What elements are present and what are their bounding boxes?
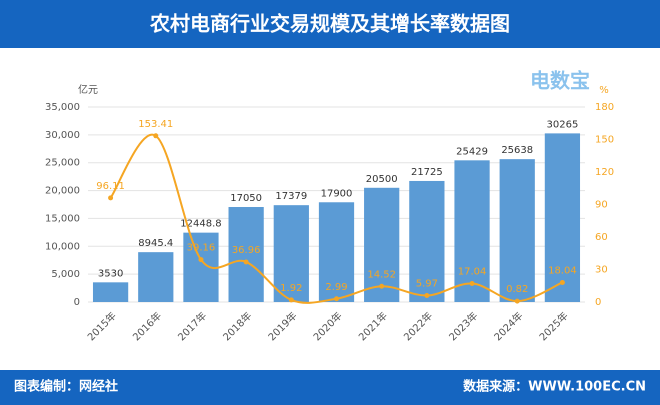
x-tick-label: 2025年 (536, 309, 570, 343)
x-tick-label: 2018年 (220, 309, 254, 343)
y2-unit: % (599, 85, 609, 96)
y2-tick-label: 120 (595, 167, 614, 178)
bar (409, 180, 445, 302)
line-point (153, 133, 159, 139)
x-tick-label: 2022年 (401, 309, 435, 343)
y-tick-label: 20,000 (45, 186, 80, 197)
bar-value-label: 3530 (98, 268, 123, 279)
watermark: 电数宝 (530, 69, 590, 93)
line-point (334, 296, 339, 302)
x-tick-label: 2015年 (85, 309, 119, 343)
bar (454, 160, 490, 302)
x-tick-label: 2024年 (491, 309, 525, 343)
bar (228, 207, 264, 302)
bar-value-label: 25429 (456, 146, 488, 157)
line-point (198, 257, 204, 263)
x-tick-label: 2023年 (446, 309, 480, 343)
bar-value-label: 21725 (411, 167, 443, 178)
y2-tick-label: 180 (595, 102, 614, 113)
line-value-label: 14.52 (367, 269, 396, 280)
line-value-label: 36.96 (232, 245, 261, 256)
line-point (559, 279, 565, 285)
line-value-label: 17.04 (458, 267, 487, 278)
line-point (424, 293, 430, 299)
line-point (379, 283, 385, 289)
x-tick-label: 2020年 (310, 309, 344, 343)
bar-value-label: 17379 (275, 191, 307, 202)
bar (544, 133, 581, 302)
footer-right: 数据来源：WWW.100EC.CN (463, 379, 646, 395)
bar-value-label: 25638 (501, 145, 533, 156)
line-point (469, 281, 475, 287)
y-tick-label: 10,000 (45, 241, 80, 252)
bar (364, 187, 400, 302)
y2-tick-label: 0 (595, 297, 601, 308)
y-tick-label: 0 (74, 297, 80, 308)
y-unit: 亿元 (78, 83, 98, 96)
line-value-label: 18.04 (548, 265, 577, 276)
line-value-label: 5.97 (416, 279, 438, 290)
footer-band (0, 370, 660, 405)
footer-left: 图表编制：网经社 (14, 379, 118, 395)
y2-tick-label: 60 (595, 232, 608, 243)
line-value-label: 1.92 (280, 283, 302, 294)
y-tick-label: 5,000 (51, 269, 80, 280)
bar (499, 159, 535, 302)
header-band (0, 0, 660, 48)
bar-value-label: 30265 (547, 119, 579, 130)
y-tick-label: 15,000 (45, 213, 80, 224)
x-tick-label: 2019年 (265, 309, 299, 343)
bar-value-label: 8945.4 (138, 238, 173, 249)
bar-value-label: 17050 (230, 193, 262, 204)
line-value-label: 0.82 (506, 284, 528, 295)
y-tick-label: 35,000 (45, 102, 80, 113)
line-value-label: 153.41 (138, 119, 173, 130)
chart-title: 农村电商行业交易规模及其增长率数据图 (149, 12, 510, 36)
bar (273, 205, 309, 302)
bar (318, 202, 355, 302)
x-tick-label: 2017年 (175, 309, 209, 343)
line-value-label: 96.11 (96, 181, 125, 192)
growth-line (109, 133, 563, 304)
bar-value-label: 20500 (366, 174, 398, 185)
bar-value-label: 17900 (321, 188, 353, 199)
line-point (514, 298, 520, 304)
x-tick-label: 2016年 (130, 309, 164, 343)
y2-tick-label: 150 (595, 135, 614, 146)
bar-value-label: 12448.8 (180, 219, 221, 230)
line-point (288, 297, 294, 303)
line-point (108, 195, 114, 201)
y2-tick-label: 30 (595, 265, 608, 276)
line-value-label: 39.16 (187, 243, 216, 254)
x-tick-label: 2021年 (356, 309, 390, 343)
bar (138, 252, 174, 302)
line-point (243, 259, 249, 265)
y-tick-label: 25,000 (45, 158, 80, 169)
y-tick-label: 30,000 (45, 130, 80, 141)
bar (92, 282, 129, 302)
y2-tick-label: 90 (595, 200, 608, 211)
line-value-label: 2.99 (325, 282, 347, 293)
